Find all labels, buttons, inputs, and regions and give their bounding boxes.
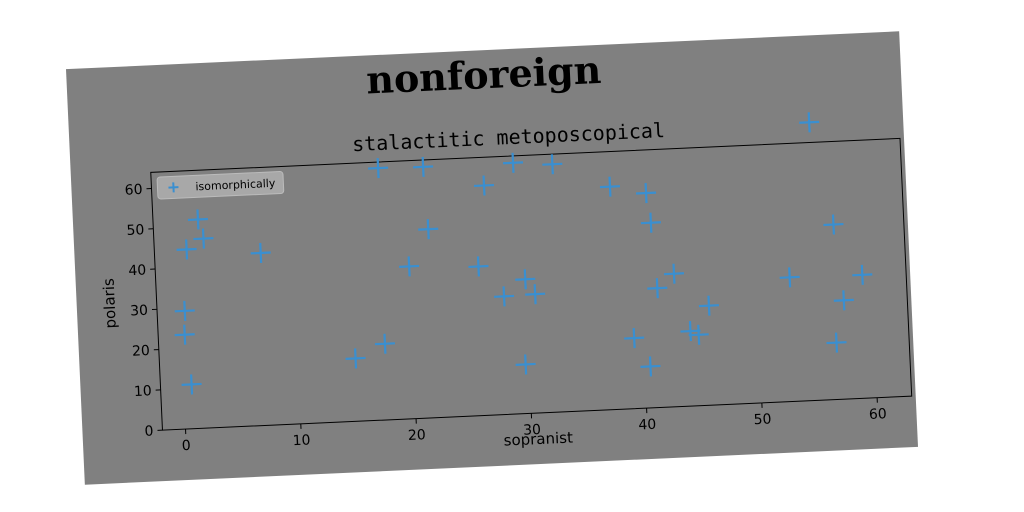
x-tick-label: 0	[181, 438, 191, 454]
data-point	[473, 175, 495, 196]
data-point	[515, 354, 536, 375]
x-axis: 0 10 20 30 40 50 60	[181, 397, 887, 454]
data-point	[599, 176, 621, 197]
legend-box	[156, 171, 285, 200]
x-tick-label: 60	[869, 406, 888, 423]
data-point	[468, 256, 489, 277]
y-tick-label: 40	[128, 262, 147, 279]
data-point	[826, 332, 847, 353]
data-point	[174, 324, 195, 345]
data-point	[636, 183, 657, 204]
data-point	[418, 219, 439, 240]
legend-entry-label: isomorphically	[195, 177, 276, 194]
y-tick-label: 20	[132, 343, 151, 360]
y-axis-label: polaris	[100, 278, 120, 329]
x-axis-label: sopranist	[503, 429, 573, 450]
data-point	[852, 264, 873, 285]
data-point	[799, 112, 820, 133]
y-tick-label: 30	[130, 303, 149, 320]
y-axis: 0 10 20 30 40 50 60	[124, 182, 163, 440]
y-tick-label: 60	[124, 182, 143, 199]
data-point	[515, 269, 536, 290]
x-tick-label: 30	[523, 422, 542, 439]
x-tick-label: 40	[638, 417, 657, 434]
data-point	[368, 158, 389, 179]
data-point	[624, 328, 645, 349]
data-point	[494, 286, 515, 307]
legend-marker-plus-icon	[168, 182, 179, 193]
data-point	[525, 284, 546, 305]
data-point	[345, 348, 366, 369]
scatter-chart: stalactitic metoposcopical 0 10 20 30 40 50 60…	[100, 112, 913, 454]
data-point	[542, 154, 563, 175]
y-tick-label: 10	[134, 383, 153, 400]
data-point	[187, 209, 208, 230]
legend: isomorphically	[156, 171, 285, 200]
data-point	[833, 290, 854, 311]
data-point	[250, 242, 271, 263]
data-point	[193, 228, 214, 249]
y-tick-label: 0	[144, 424, 154, 440]
plot-area	[150, 137, 913, 431]
data-point	[174, 300, 195, 321]
data-point	[374, 333, 395, 354]
y-tick-label: 50	[126, 222, 145, 239]
data-point	[413, 156, 434, 177]
data-point	[647, 278, 668, 299]
data-point	[680, 321, 701, 342]
data-point	[181, 374, 202, 395]
data-point	[640, 212, 661, 233]
data-point	[698, 295, 719, 316]
x-tick-label: 50	[753, 411, 772, 428]
data-point	[399, 256, 420, 277]
data-point	[176, 239, 197, 260]
data-point	[823, 214, 844, 235]
data-point	[663, 263, 685, 284]
x-tick-label: 10	[292, 432, 311, 449]
data-point	[640, 356, 661, 377]
data-point	[779, 267, 800, 288]
data-points	[174, 112, 873, 395]
data-point	[688, 324, 709, 345]
plot-title: stalactitic metoposcopical	[352, 118, 666, 156]
data-point	[502, 152, 524, 173]
x-tick-label: 20	[408, 427, 427, 444]
